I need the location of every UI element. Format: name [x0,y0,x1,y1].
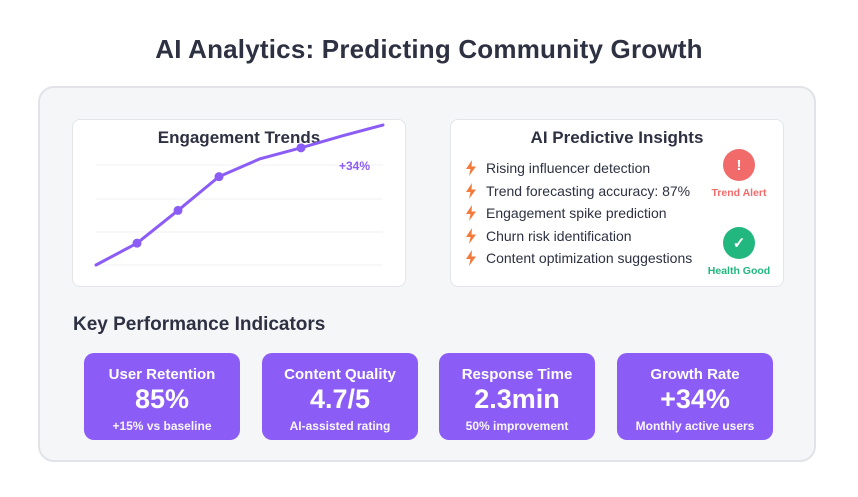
kpi-label: User Retention [108,366,216,383]
engagement-trends-card: Engagement Trends +34% [72,119,406,287]
kpi-value: 4.7/5 [309,384,371,414]
data-point [132,238,142,248]
lightning-bolt-icon [466,250,476,267]
lightning-bolt-icon [466,227,476,244]
kpi-note: 50% improvement [465,419,569,433]
ai-insights-title: AI Predictive Insights [530,128,704,147]
trend-alert-status: ! Trend Alert [699,149,779,199]
kpi-value: 2.3min [474,384,560,414]
health-good-label: Health Good [707,265,771,277]
data-point [214,172,224,182]
insight-item: Engagement spike prediction [465,202,692,225]
insight-item: Content optimization suggestions [465,247,692,270]
trend-alert-label: Trend Alert [711,187,767,199]
check-icon: ✓ [723,227,755,259]
health-good-status: ✓ Health Good [699,227,779,277]
kpi-card-content-quality: Content Quality 4.7/5 AI-assisted rating [262,353,418,440]
growth-annotation: +34% [339,159,370,173]
page-title: AI Analytics: Predicting Community Growt… [155,34,703,64]
lightning-bolt-icon [466,160,476,177]
lightning-bolt-icon [466,205,476,222]
kpi-note: +15% vs baseline [112,419,212,433]
data-point [173,205,183,215]
insights-list: Rising influencer detection Trend foreca… [465,157,692,270]
kpi-label: Growth Rate [650,366,740,383]
kpi-card-response-time: Response Time 2.3min 50% improvement [439,353,595,440]
engagement-trends-chart: +34% [94,123,385,267]
kpi-note: AI-assisted rating [289,419,391,433]
kpi-value: +34% [660,384,730,414]
alert-icon: ! [723,149,755,181]
insight-item: Churn risk identification [465,225,692,248]
engagement-trends-title: Engagement Trends [157,128,321,147]
engagement-series-line [94,123,385,267]
lightning-bolt-icon [466,182,476,199]
kpi-note: Monthly active users [635,419,755,433]
kpi-label: Content Quality [284,366,396,383]
kpi-card-growth-rate: Growth Rate +34% Monthly active users [617,353,773,440]
kpi-heading: Key Performance Indicators [73,314,326,335]
data-point [296,143,306,153]
ai-insights-card: AI Predictive Insights Rising influencer… [450,119,784,287]
kpi-card-user-retention: User Retention 85% +15% vs baseline [84,353,240,440]
insight-item: Trend forecasting accuracy: 87% [465,180,692,203]
insight-item: Rising influencer detection [465,157,692,180]
kpi-value: 85% [134,384,190,414]
kpi-label: Response Time [461,366,573,383]
